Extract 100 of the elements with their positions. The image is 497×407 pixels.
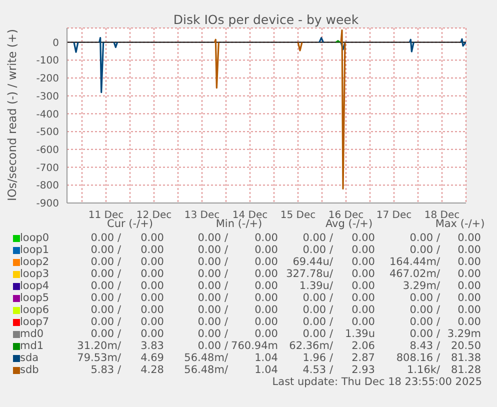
text: 0.00 / [302,316,333,328]
text: 2.93 [352,364,375,376]
text: 0.00 [458,304,481,316]
legend-label: loop4 [20,280,50,292]
text: 0.00 / [198,340,228,352]
text: 0.00 [458,268,481,280]
text: 8.43 / [410,340,440,352]
text: 0.00 [140,328,164,340]
text: 0.00 / [90,328,121,340]
text: 467.02m/ [389,268,440,280]
text: 0.00 / [198,256,228,268]
text: 1.04 [254,352,278,364]
legend-label: md0 [20,328,44,340]
text: 0.00 [352,316,375,328]
text: 0.00 [352,292,375,304]
text: 56.48m/ [184,364,228,376]
text: 0.00 [458,232,481,244]
text: 4.53 / [302,364,333,376]
text: Cur (-/+) [107,218,153,230]
text: 0.00 [140,256,164,268]
text: 5.83 / [90,364,121,376]
text: 0.00 [254,232,278,244]
y-tick-label: -400 [36,109,59,120]
y-tick-label: -900 [36,198,59,210]
text: Avg (-/+) [325,218,373,230]
text: 2.87 [352,352,375,364]
y-axis-title: IOs/second read (-) / write (+) [5,28,19,202]
text: 3.83 [140,340,164,352]
text: 0.00 / [90,256,121,268]
text: 0.00 / [302,328,333,340]
text: 0.00 [352,304,375,316]
text: 0.00 [254,256,278,268]
text: 0.00 / [410,316,440,328]
text: 0.00 [140,292,164,304]
y-tick-label: -200 [36,74,59,85]
text: 0.00 / [198,304,228,316]
text: 0.00 [254,280,278,292]
text: Min (-/+) [216,218,262,230]
text: 0.00 [140,304,164,316]
text: 1.16k/ [407,364,440,376]
text: 0.00 [352,280,375,292]
text: 0.00 / [302,304,333,316]
text: 0.00 [352,256,375,268]
text: 760.94m [231,340,278,352]
text: 0.00 [140,268,164,280]
text: 4.28 [140,364,164,376]
text: 0.00 / [302,292,333,304]
text: 1.04 [254,364,278,376]
text: 0.00 [352,244,375,256]
text: 0.00 / [90,280,121,292]
text: 79.53m/ [76,352,121,364]
legend-label: loop3 [20,268,50,280]
text: 0.00 [352,232,375,244]
text: 0.00 / [302,244,333,256]
text: Last update: Thu Dec 18 23:55:00 2025 [272,376,482,388]
text: 0.00 [458,256,481,268]
text: 808.16 / [396,352,440,364]
text: 0.00 [140,232,164,244]
text: 2.06 [352,340,375,352]
y-tick-label: -100 [36,56,59,67]
text: 69.44u/ [292,256,333,268]
text: 0.00 / [410,328,440,340]
text: 0.00 / [90,316,121,328]
chart-title: Disk IOs per device - by week [172,12,360,27]
text: 0.00 [140,244,164,256]
text: 0.00 / [90,268,121,280]
text: 0.00 [458,244,481,256]
text: 0.00 [458,280,481,292]
legend-label: sdb [20,364,39,376]
text: 327.78u/ [286,268,333,280]
text: 0.00 / [302,232,333,244]
text: 1.39u/ [299,280,333,292]
y-tick-label: -800 [36,180,59,192]
text: 0.00 [458,316,481,328]
y-tick-label: -500 [36,127,59,138]
text: 0.00 / [198,268,228,280]
text: 0.00 [254,328,278,340]
text: 1.96 / [302,352,333,364]
text: 164.44m/ [389,256,440,268]
text: 4.69 [140,352,164,364]
text: 0.00 / [198,244,228,256]
text: 0.00 / [410,232,440,244]
text: 3.29m [447,328,481,340]
text: 0.00 / [198,292,228,304]
legend-label: loop2 [20,256,50,268]
text: 0.00 [254,244,278,256]
y-tick-label: -700 [36,162,59,174]
text: 0.00 [458,292,481,304]
text: 20.50 [450,340,481,352]
text: 0.00 / [410,304,440,316]
text: 0.00 / [198,280,228,292]
text: 0.00 [254,316,278,328]
text: 31.20m/ [77,340,121,352]
text: 0.00 [254,292,278,304]
text: 0.00 / [90,244,121,256]
text: 81.38 [450,352,481,364]
text: 56.48m/ [184,352,228,364]
legend-label: loop6 [20,304,50,316]
text: 0.00 / [410,292,440,304]
legend-label: loop0 [20,232,50,244]
